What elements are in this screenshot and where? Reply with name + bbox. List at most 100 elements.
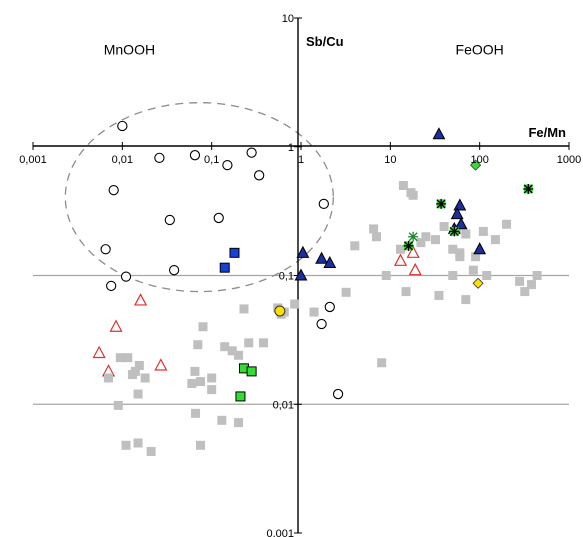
square-cross-mark — [523, 183, 534, 194]
data-point-open-triangle — [154, 358, 168, 371]
data-point-square — [461, 295, 471, 305]
data-point-open-triangle — [393, 253, 408, 266]
data-point-square — [229, 247, 240, 258]
data-point-square — [258, 338, 268, 348]
data-point-open-circle — [164, 214, 175, 226]
data-point-square — [234, 350, 244, 360]
data-point-square — [193, 340, 203, 350]
data-point-square — [219, 262, 230, 273]
y-axis-title: Sb/Cu — [306, 34, 344, 49]
data-point-square — [401, 287, 411, 297]
data-point-square — [113, 400, 123, 410]
data-point-square — [398, 181, 408, 191]
data-point-square — [371, 232, 381, 242]
data-point-square — [196, 440, 206, 450]
series-filled-square-cross — [403, 183, 534, 251]
data-point-square — [235, 391, 246, 402]
series-open-triangle — [92, 245, 422, 377]
data-point-square — [140, 373, 150, 383]
series-diamond — [470, 159, 482, 171]
data-point-square — [227, 346, 237, 356]
data-point-open-circle — [324, 301, 335, 313]
data-point-open-circle — [332, 388, 344, 400]
data-point-square — [502, 219, 512, 229]
data-point-open-circle — [108, 185, 119, 196]
series-filled-square — [235, 363, 257, 402]
square-cross-mark — [403, 240, 414, 251]
data-point-open-circle — [168, 265, 180, 276]
data-point-square — [520, 287, 530, 297]
data-point-square — [461, 229, 471, 239]
data-point-square — [196, 377, 206, 387]
data-point-square — [217, 415, 227, 425]
x-tick-label: 0,001 — [19, 154, 47, 166]
series-diamond — [472, 277, 484, 289]
data-point-square-cross — [403, 240, 414, 251]
data-point-filled-triangle — [323, 255, 337, 269]
data-point-square — [381, 271, 391, 280]
y-tick-label: 10 — [282, 13, 294, 25]
data-point-square — [207, 385, 217, 395]
data-point-open-circle — [246, 147, 257, 158]
data-point-open-triangle — [92, 345, 106, 359]
data-point-square — [515, 276, 525, 286]
data-point-open-circle — [120, 271, 132, 282]
data-point-open-triangle — [109, 319, 123, 332]
data-point-filled-triangle — [454, 217, 468, 230]
data-point-open-circle — [100, 244, 111, 255]
series-filled-circle — [274, 305, 286, 317]
data-point-square — [187, 378, 197, 388]
data-point-open-circle — [318, 198, 329, 210]
data-point-square — [220, 342, 230, 352]
data-point-open-circle — [213, 212, 224, 224]
data-point-square — [455, 252, 465, 262]
data-point-open-circle — [253, 170, 265, 181]
data-point-square — [207, 373, 217, 383]
data-point-square — [448, 244, 458, 254]
data-point-diamond — [470, 159, 482, 171]
y-tick-label: 0,01 — [273, 399, 294, 411]
x-axis-title: Fe/Mn — [528, 125, 566, 140]
data-point-square — [146, 446, 156, 456]
data-point-square — [133, 389, 143, 399]
data-point-filled-triangle — [294, 268, 308, 281]
data-point-asterisk — [408, 231, 419, 242]
data-point-square — [430, 235, 440, 245]
data-point-square — [123, 353, 133, 363]
data-point-open-circle — [154, 152, 165, 163]
x-tick-label: 0,01 — [112, 154, 133, 166]
series-asterisk — [408, 231, 419, 242]
data-point-filled-triangle — [473, 242, 487, 255]
data-point-square — [439, 222, 449, 232]
data-point-open-circle — [189, 150, 201, 161]
region-label: MnOOH — [104, 42, 155, 58]
data-point-square — [416, 238, 426, 248]
data-point-square — [239, 304, 249, 314]
data-point-square — [130, 366, 140, 376]
data-point-diamond — [472, 277, 484, 289]
data-point-open-circle — [316, 318, 327, 330]
data-point-square — [377, 358, 387, 368]
data-point-square — [198, 322, 208, 332]
data-point-square — [408, 190, 418, 200]
data-point-square — [309, 307, 319, 317]
highlight-ellipse — [64, 102, 334, 293]
data-point-square — [448, 271, 458, 280]
data-point-open-triangle — [133, 293, 148, 306]
square-cross-mark — [436, 198, 447, 209]
data-point-open-circle — [222, 159, 233, 171]
series-filled-square — [219, 247, 240, 273]
data-point-filled-triangle — [296, 245, 310, 258]
y-tick-label: 0,1 — [279, 271, 294, 283]
data-point-square-cross — [523, 183, 534, 194]
data-point-square — [290, 299, 300, 309]
data-point-square — [103, 373, 113, 383]
x-tick-label: 10 — [384, 154, 396, 166]
data-point-square — [244, 338, 254, 348]
data-point-square — [396, 244, 406, 254]
data-point-square — [434, 290, 444, 300]
data-point-square — [341, 287, 351, 297]
data-point-filled-triangle — [315, 251, 329, 264]
x-tick-label: 0,1 — [204, 154, 219, 166]
